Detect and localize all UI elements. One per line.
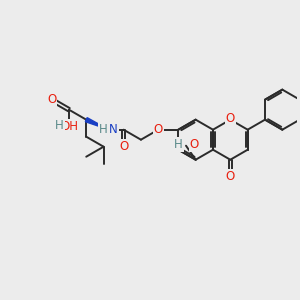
Text: H: H xyxy=(55,119,64,132)
Text: N: N xyxy=(109,123,118,136)
Text: H: H xyxy=(99,123,108,136)
Text: O: O xyxy=(47,93,56,106)
Text: O: O xyxy=(226,112,235,125)
Text: O: O xyxy=(190,138,199,151)
Text: O: O xyxy=(119,140,128,153)
Text: H: H xyxy=(174,138,183,151)
Text: O: O xyxy=(154,123,163,136)
Polygon shape xyxy=(85,118,109,130)
Text: O: O xyxy=(226,170,235,183)
Text: OH: OH xyxy=(60,120,78,133)
